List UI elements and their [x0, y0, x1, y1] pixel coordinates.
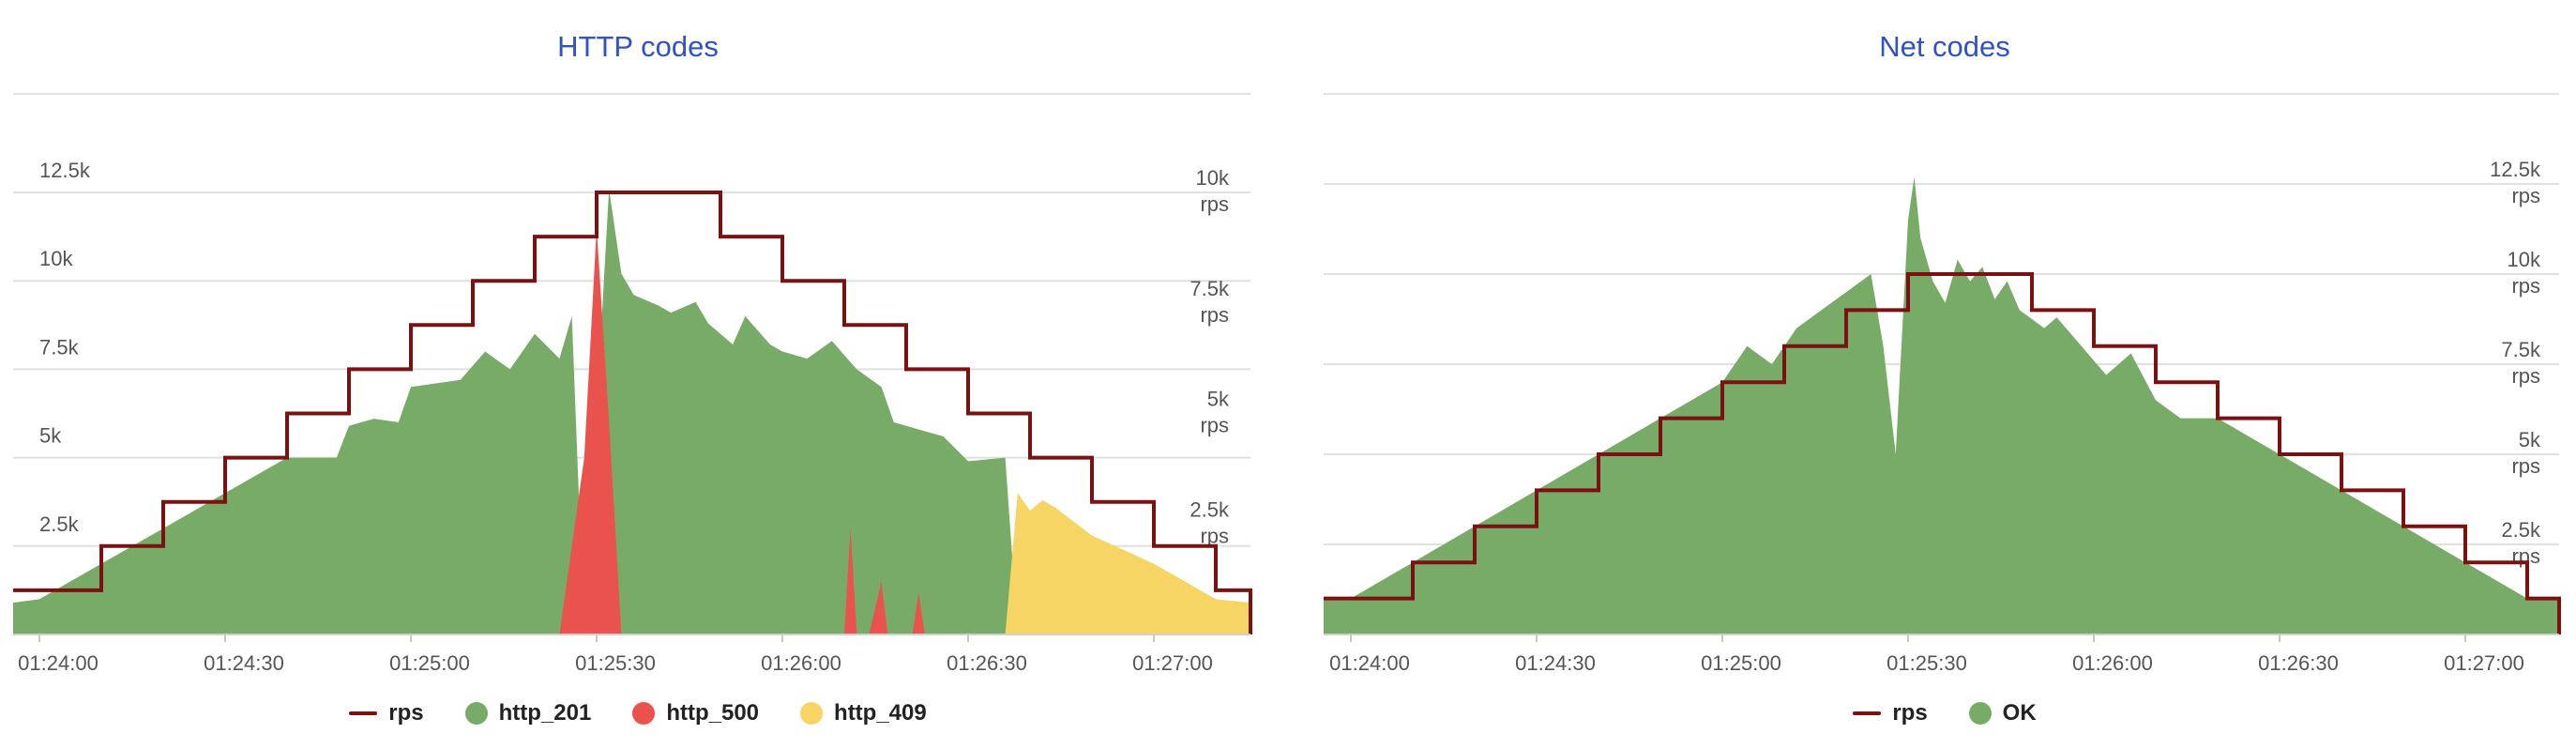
x-tick-label: 01:27:00	[1132, 651, 1213, 675]
x-tick-label: 01:25:30	[1887, 651, 1967, 675]
legend-label: http_409	[834, 700, 927, 726]
legend-item-http-409[interactable]: http_409	[800, 700, 927, 726]
right-tick-unit: rps	[1200, 414, 1229, 437]
legend-label: http_201	[498, 700, 592, 726]
legend-label: rps	[1892, 700, 1928, 726]
right-tick-label: 12.5k	[2490, 158, 2541, 181]
legend-label: OK	[2002, 700, 2037, 726]
x-tick-label: 01:24:30	[1515, 651, 1596, 675]
right-tick-label: 2.5k	[1190, 497, 1230, 521]
legend-label: http_500	[666, 700, 760, 726]
right-tick-label: 10k	[1196, 166, 1230, 190]
legend: rps OK	[1313, 700, 2576, 726]
area-http-409	[1005, 493, 1250, 634]
green-dot-icon	[464, 702, 488, 725]
right-tick-unit: rps	[2511, 364, 2540, 388]
legend-item-ok[interactable]: OK	[1968, 700, 2037, 726]
area-http-500	[559, 227, 925, 634]
x-tick-label: 01:26:00	[2072, 651, 2153, 675]
http-codes-chart: 2.5k5k7.5k10k12.5k2.5krps5krps7.5krps10k…	[13, 93, 1252, 675]
yellow-dot-icon	[800, 702, 824, 725]
legend-item-http-500[interactable]: http_500	[632, 700, 759, 726]
legend-item-rps[interactable]: rps	[349, 700, 424, 726]
right-tick-label: 7.5k	[1190, 277, 1230, 300]
line-rps	[1324, 272, 2561, 634]
chart-title: Net codes	[1879, 30, 2010, 63]
area-http-201	[13, 189, 1250, 634]
x-tick-label: 01:24:30	[204, 651, 284, 675]
x-tick-label: 01:26:00	[761, 651, 841, 675]
right-tick-unit: rps	[1200, 192, 1229, 216]
right-tick-unit: rps	[2511, 274, 2540, 298]
y-tick-label: 12.5k	[39, 159, 91, 182]
y-tick-label: 7.5k	[39, 335, 80, 359]
x-tick-label: 01:25:30	[575, 651, 656, 675]
legend-item-rps[interactable]: rps	[1853, 700, 1928, 726]
right-tick-unit: rps	[1200, 524, 1229, 547]
right-tick-label: 5k	[1207, 388, 1230, 411]
y-tick-label: 5k	[39, 424, 62, 448]
line-rps	[13, 191, 1252, 634]
y-tick-label: 10k	[39, 247, 73, 270]
net-codes-panel: Net codes 2.5k rps 5k rps 7.5k rps 10k rps 12.5k…	[1313, 0, 2576, 749]
x-tick-label: 01:26:30	[2258, 651, 2339, 675]
right-tick-unit: rps	[2511, 184, 2540, 207]
x-tick-label: 01:24:00	[18, 651, 98, 675]
x-tick-label: 01:27:00	[2444, 651, 2524, 675]
right-tick-label: 2.5k	[2501, 518, 2541, 542]
red-dot-icon	[632, 702, 656, 725]
rps-line-icon	[349, 711, 378, 715]
x-tick-label: 01:25:00	[389, 651, 470, 675]
legend: rps http_201 http_500 http_409	[0, 700, 1276, 726]
x-tick-label: 01:24:00	[1329, 651, 1410, 675]
chart-title: HTTP codes	[557, 30, 719, 63]
rps-line-icon	[1853, 711, 1882, 715]
right-tick-label: 10k	[2508, 248, 2541, 271]
green-dot-icon	[1968, 702, 1992, 725]
right-tick-label: 7.5k	[2501, 338, 2541, 361]
area-ok	[1324, 176, 2559, 634]
net-codes-chart: 2.5krps5krps7.5krps10krps12.5krps01:24:0…	[1324, 93, 2561, 675]
right-tick-label: 5k	[2519, 428, 2541, 451]
http-codes-panel: HTTP codes 2.5k 5k 7.5k 10k 12.5k 2.5k rps 5k rp…	[0, 0, 1276, 749]
right-tick-unit: rps	[1200, 303, 1229, 327]
legend-label: rps	[388, 700, 424, 726]
y-tick-label: 2.5k	[39, 512, 80, 536]
right-tick-unit: rps	[2511, 454, 2540, 478]
x-tick-label: 01:26:30	[947, 651, 1027, 675]
x-tick-label: 01:25:00	[1701, 651, 1781, 675]
legend-item-http-201[interactable]: http_201	[464, 700, 592, 726]
